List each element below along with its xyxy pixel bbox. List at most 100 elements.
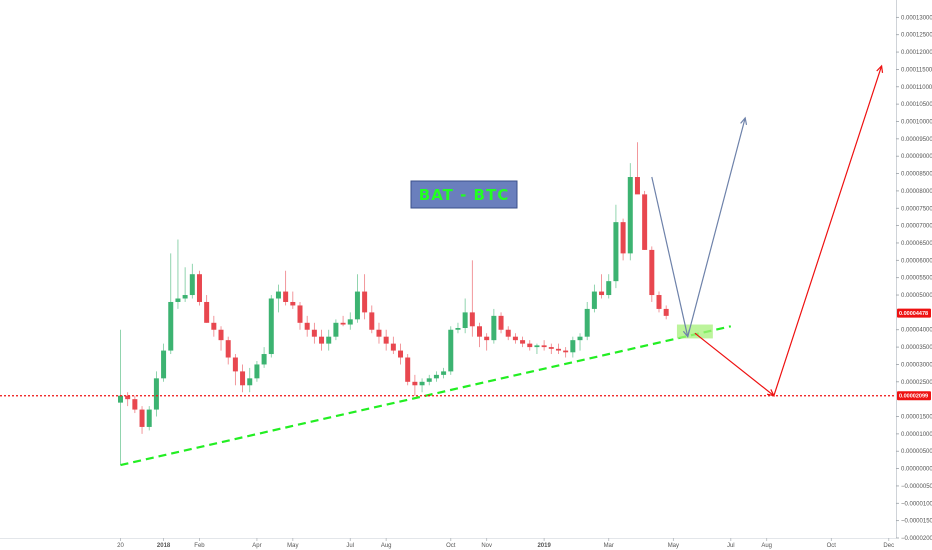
candle-body [383,336,389,344]
x-tick-label: Mar [604,543,614,549]
current-price-badge [897,308,931,318]
candle-body [577,336,583,341]
candle-body [663,308,669,316]
x-tick-label: Aug [761,543,772,549]
candle-body [613,222,619,282]
y-tick-label: −0.00002000 [901,536,932,542]
candle-body [297,305,303,323]
candle-body [354,291,360,320]
y-tick-label: 0.00007000 [901,224,932,230]
candle-body [419,381,425,386]
candle-body [232,357,238,372]
x-tick-label: 2018 [157,543,171,549]
candle-body [218,329,224,341]
candle-body [591,291,597,309]
candle-body [283,291,289,302]
candle-body [555,348,561,351]
x-tick-label: May [287,543,298,549]
candle-body [570,340,576,353]
candle-body [275,291,281,299]
candle-body [599,291,605,296]
price-badges: 0.00004478 0.00002099 [897,308,931,401]
candle-body [254,364,260,379]
candle-body [333,322,339,337]
candle-body [634,177,640,195]
y-tick-label: 0.00006500 [901,241,932,247]
x-tick-label: Jul [727,543,735,549]
candle-body [398,350,404,358]
candle-body [311,329,317,337]
y-tick-label: 0.00003500 [901,345,932,351]
candle-body [125,395,131,400]
x-tick-label: Aug [381,543,392,549]
x-tick-label: Jul [346,543,354,549]
y-tick-label: 0.00008000 [901,189,932,195]
x-tick-label: 2019 [537,543,551,549]
candle-body [563,350,569,353]
y-axis[interactable]: 0.00013000 0.00012500 0.00012000 0.00011500… [896,0,932,542]
y-tick-label: −0.00001500 [901,519,932,525]
candle-body [548,347,554,349]
x-tick-label: Nov [481,543,492,549]
candle-body [520,340,526,344]
candle-body [240,371,246,386]
candle-body [340,322,346,325]
candle-body [606,281,612,296]
candle-body [290,301,296,306]
candle-body [527,343,533,348]
projection-arrowhead [876,64,884,73]
candle-body [656,295,662,309]
x-tick-label: 20 [117,543,124,549]
y-tick-label: −0.00000500 [901,484,932,490]
candle-body [505,329,511,337]
y-tick-label: 0.00011500 [901,67,932,73]
candle-body [211,322,217,330]
candle-body [584,308,590,337]
candle-body [161,350,167,379]
zone-layer [676,324,713,339]
candle-body [319,336,325,344]
candle-body [182,295,188,299]
candle-body [441,371,447,375]
y-tick-label: 0.00012000 [901,50,932,56]
candle-body [304,322,310,330]
title-layer: BAT - BTC [410,180,518,209]
x-tick-label: Oct [827,543,837,549]
candle-body [376,329,382,337]
candle-body [247,378,253,386]
x-axis[interactable]: 20 2018 Feb Apr May Jul Aug Oct Nov 2019 Mar May Jul… [0,538,896,549]
y-tick-label: 0.00011000 [901,85,932,91]
y-tick-label: 0.00008500 [901,172,932,178]
candle-body [455,328,461,330]
level-price-label: 0.00002099 [899,394,928,400]
x-tick-label: Oct [446,543,456,549]
y-tick-label: 0.00004000 [901,328,932,334]
y-tick-label: 0.00006000 [901,258,932,264]
y-tick-label: 0.00005000 [901,293,932,299]
y-tick-label: 0.00002500 [901,380,932,386]
y-tick-label: 0.00009500 [901,137,932,143]
candle-body [261,354,267,365]
candle-body [132,399,138,410]
y-tick-label: 0.00010000 [901,119,932,125]
y-tick-label: 0.00009000 [901,154,932,160]
x-tick-label: Apr [252,543,261,549]
x-tick-label: Dec [883,543,894,549]
y-tick-label: 0.00007500 [901,206,932,212]
candle-body [139,409,145,427]
candle-body [153,378,159,410]
y-tick-label: 0.00013000 [901,15,932,21]
candle-body [225,340,231,358]
candle-body [462,312,468,329]
projection-arrowhead [682,329,690,339]
candle-body [390,343,396,351]
y-tick-label: 0.00005500 [901,276,932,282]
candle-body [347,319,353,325]
candle-body [412,381,418,386]
y-tick-label: 0.00000000 [901,467,932,473]
candle-body [448,329,454,372]
current-price-label: 0.00004478 [899,311,928,317]
candle-body [512,336,518,341]
candle-body [204,301,210,323]
